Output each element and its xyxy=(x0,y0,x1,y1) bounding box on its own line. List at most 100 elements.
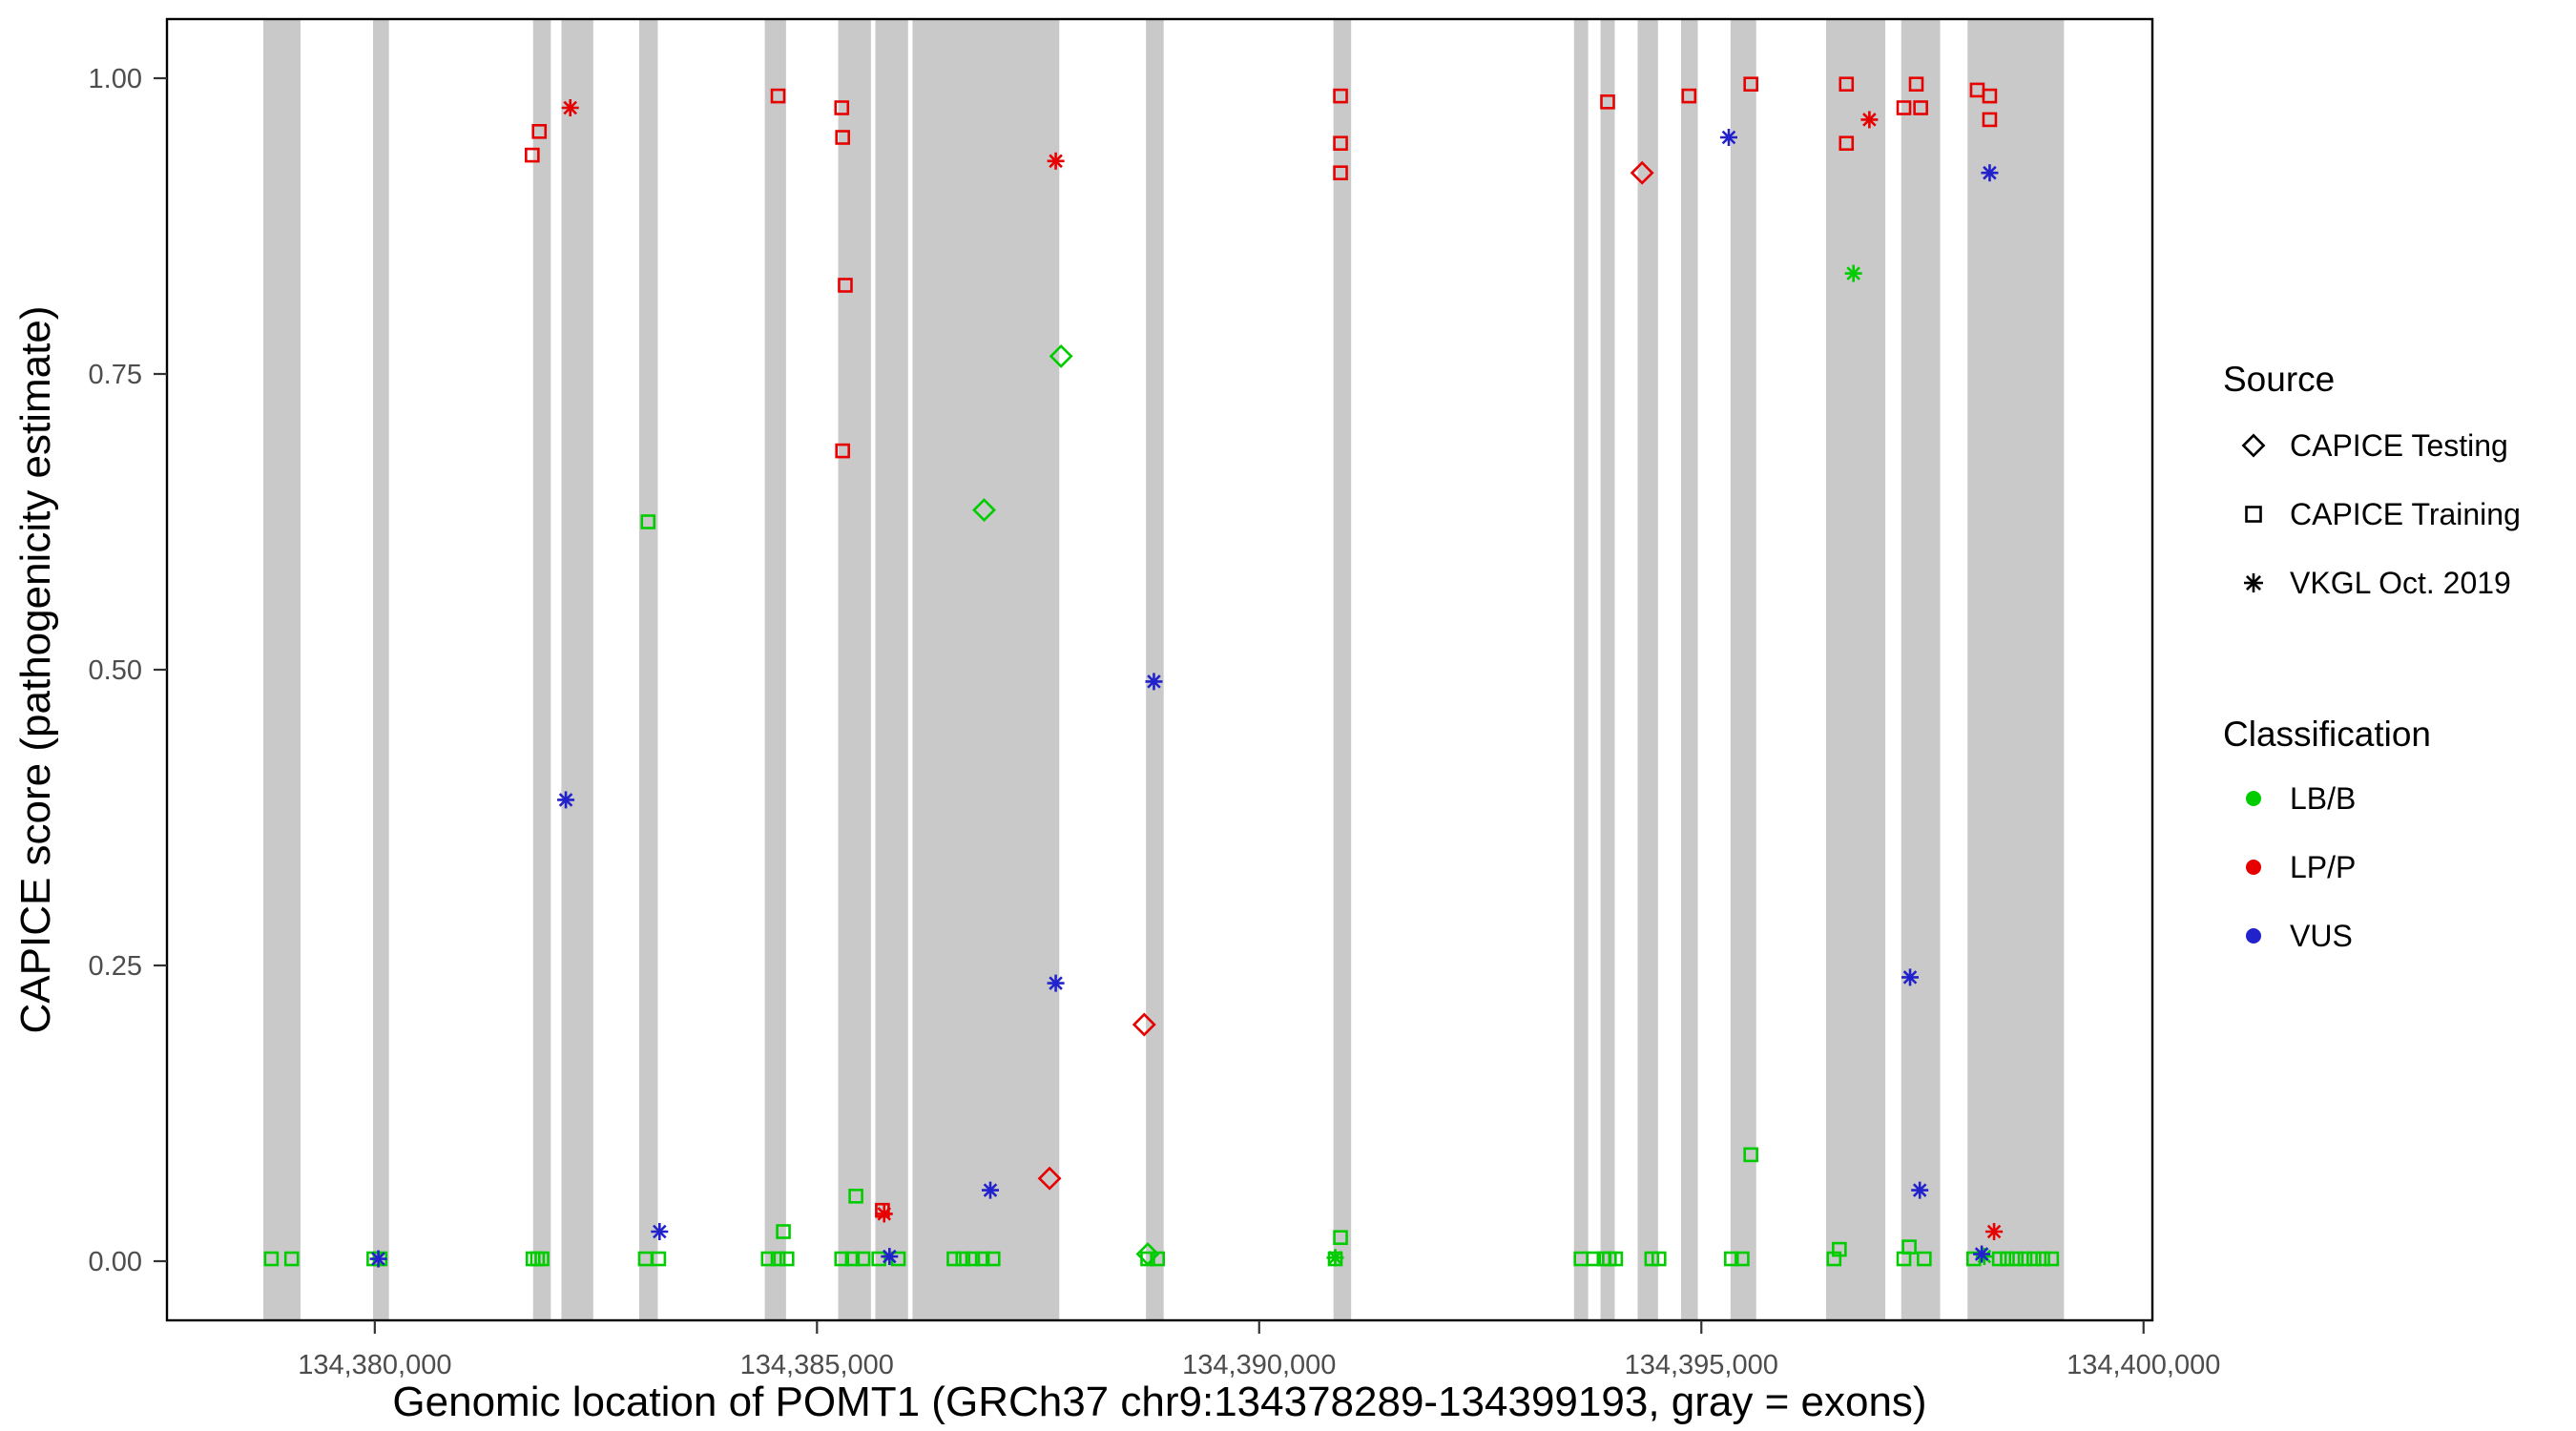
y-axis-title: CAPICE score (pathogenicity estimate) xyxy=(12,306,59,1034)
legend-item: CAPICE Training xyxy=(2245,497,2521,531)
legend-item-label: VUS xyxy=(2290,919,2353,953)
data-points xyxy=(263,76,2060,1268)
exon-band xyxy=(1146,19,1164,1320)
legend: Source CAPICE Testing CAPICE Training VKGL … xyxy=(2223,360,2521,953)
marker-square xyxy=(834,1251,850,1267)
legend-item-label: VKGL Oct. 2019 xyxy=(2290,566,2511,600)
exon-band xyxy=(372,19,389,1320)
marker-square xyxy=(1896,100,1912,115)
marker-asterisk xyxy=(1985,1223,2004,1240)
exon-band xyxy=(1825,19,1886,1320)
marker-square xyxy=(263,1251,280,1267)
legend-item-label: LP/P xyxy=(2290,850,2356,884)
marker-diamond xyxy=(972,498,996,523)
marker-square xyxy=(2017,1251,2033,1267)
marker-square xyxy=(1743,76,1758,92)
marker-square xyxy=(1826,1251,1842,1267)
marker-square xyxy=(1839,135,1855,151)
axes: 134,380,000 134,385,000 134,390,000 134,395… xyxy=(89,64,2221,1380)
x-axis-title: Genomic location of POMT1 (GRCh37 chr9:1… xyxy=(392,1379,1926,1425)
marker-square xyxy=(965,1251,981,1267)
exon-band xyxy=(1637,19,1658,1320)
marker-square xyxy=(2008,1251,2025,1267)
marker-square xyxy=(1608,1251,1624,1267)
x-tick-label: 134,400,000 xyxy=(2067,1350,2220,1380)
series xyxy=(972,343,1160,1267)
legend-item: VUS xyxy=(2246,919,2353,953)
marker-square xyxy=(1586,1251,1601,1267)
marker-square xyxy=(770,88,786,104)
marker-square xyxy=(1600,94,1615,110)
legend-classification-title: Classification xyxy=(2223,715,2431,754)
x-tick-label: 134,395,000 xyxy=(1625,1350,1778,1380)
marker-square xyxy=(1723,1251,1739,1267)
marker-diamond xyxy=(1049,343,1073,368)
marker-diamond xyxy=(1135,1242,1160,1267)
marker-asterisk xyxy=(1973,1245,1991,1263)
marker-asterisk xyxy=(2244,573,2263,592)
marker-square xyxy=(760,1251,777,1267)
exon-band xyxy=(1600,19,1615,1320)
marker-square xyxy=(974,1251,990,1267)
marker-asterisk xyxy=(557,791,575,809)
exon-band xyxy=(1967,19,2065,1320)
marker-asterisk xyxy=(1047,974,1065,992)
marker-square xyxy=(844,1251,861,1267)
marker-square xyxy=(1333,135,1348,151)
marker-asterisk xyxy=(875,1205,893,1223)
marker-square xyxy=(779,1251,795,1267)
legend-item: CAPICE Testing xyxy=(2241,428,2508,463)
series xyxy=(263,514,2060,1267)
marker-square xyxy=(525,147,540,163)
series xyxy=(369,129,1999,1268)
legend-item-label: CAPICE Training xyxy=(2290,497,2521,531)
series xyxy=(1037,160,1654,1191)
legend-item: VKGL Oct. 2019 xyxy=(2244,566,2511,600)
marker-square xyxy=(1896,1251,1912,1267)
marker-diamond xyxy=(1037,1166,1062,1191)
series xyxy=(525,76,1998,1218)
marker-square xyxy=(1651,1251,1667,1267)
marker-square xyxy=(835,443,850,459)
marker-asterisk xyxy=(1981,164,1999,182)
marker-square xyxy=(531,124,548,139)
exon-band xyxy=(1573,19,1589,1320)
marker-square xyxy=(1743,1147,1758,1163)
marker-asterisk xyxy=(1047,152,1065,170)
y-tick-label: 0.50 xyxy=(89,655,142,686)
marker-square xyxy=(2035,1251,2050,1267)
marker-square xyxy=(1982,112,1998,128)
marker-square xyxy=(1333,1230,1348,1245)
marker-square xyxy=(2025,1251,2042,1267)
marker-square xyxy=(534,1251,550,1267)
marker-square xyxy=(1982,88,1998,104)
y-tick-label: 1.00 xyxy=(89,64,142,94)
marker-asterisk xyxy=(561,99,579,116)
marker-asterisk xyxy=(1844,264,1862,282)
marker-diamond xyxy=(1630,160,1654,185)
x-tick-label: 134,380,000 xyxy=(298,1350,451,1380)
legend-item: LB/B xyxy=(2246,781,2356,816)
marker-asterisk xyxy=(1326,1249,1344,1267)
legend-color-dot xyxy=(2246,928,2261,944)
exon-band xyxy=(764,19,786,1320)
y-tick-label: 0.25 xyxy=(89,951,142,982)
marker-square xyxy=(1913,100,1928,115)
x-tick-label: 134,390,000 xyxy=(1182,1350,1336,1380)
marker-square xyxy=(838,278,853,293)
marker-square xyxy=(985,1251,1001,1267)
exon-band xyxy=(1680,19,1698,1320)
marker-square xyxy=(283,1251,300,1267)
marker-square xyxy=(1681,88,1697,104)
marker-square xyxy=(651,1251,667,1267)
marker-square xyxy=(1965,1251,1982,1267)
marker-square xyxy=(855,1251,871,1267)
exon-band xyxy=(532,19,551,1320)
exon-band xyxy=(263,19,301,1320)
marker-square xyxy=(1735,1251,1750,1267)
marker-diamond xyxy=(2241,433,2266,458)
marker-square xyxy=(1839,76,1855,92)
